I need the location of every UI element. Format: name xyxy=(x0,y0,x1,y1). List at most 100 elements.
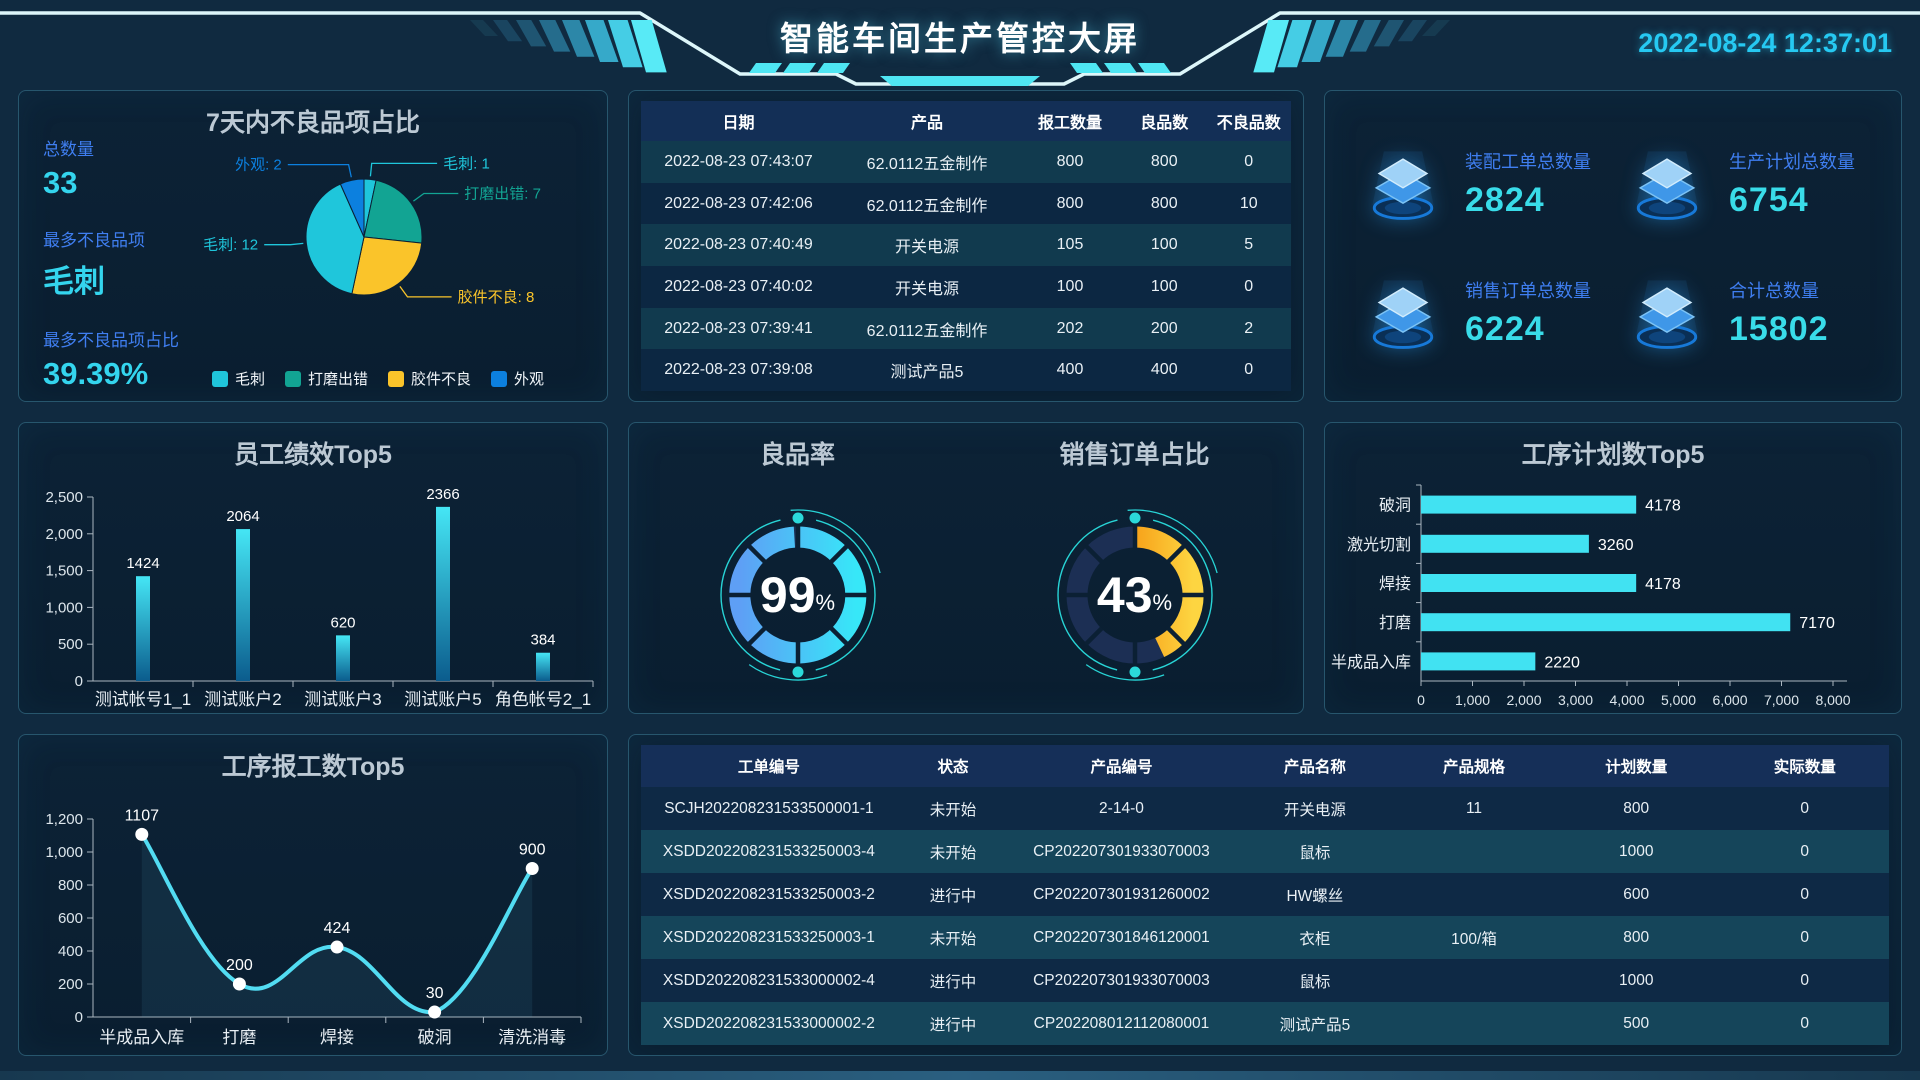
svg-text:清洗消毒: 清洗消毒 xyxy=(498,1028,566,1047)
table-cell: 202 xyxy=(1056,319,1084,337)
stat-label: 总数量 xyxy=(43,140,94,159)
table-cell: XSDD202208231533250003-4 xyxy=(662,842,875,860)
svg-text:外观: 2: 外观: 2 xyxy=(235,157,282,174)
svg-text:2,000: 2,000 xyxy=(1506,692,1541,708)
table-cell: 鼠标 xyxy=(1299,844,1331,862)
process-plan-chart: 0 1,000 2,000 3,000 4,000 5,000 6,000 7,000 8,00… xyxy=(1331,484,1851,708)
svg-text:打磨: 打磨 xyxy=(222,1028,256,1047)
gauge-value: 43% xyxy=(1096,567,1173,623)
svg-text:毛刺: 12: 毛刺: 12 xyxy=(203,237,258,254)
table-header-row: 工单编号 状态 产品编号 产品名称 产品规格 计划数量 实际数量 xyxy=(641,745,1889,787)
total-card: 生产计划总数量 6754 xyxy=(1621,119,1885,248)
layers-icon xyxy=(1636,150,1698,220)
panel-process-plan: 工序计划数Top5 0 1,000 2,000 3,000 4,000 5,000 6,00… xyxy=(1324,422,1902,714)
employee-perf-chart: 0 500 1,000 1,500 2,000 2,500 1424 测试帐号1_1 2064 测… xyxy=(45,486,594,709)
column-header: 状态 xyxy=(937,759,969,776)
column-header: 产品规格 xyxy=(1442,759,1505,776)
good-rate-gauge xyxy=(719,509,881,681)
table-cell: 0 xyxy=(1800,799,1810,817)
header: 智能车间生产管控大屏 2022-08-24 12:37:01 xyxy=(0,0,1920,88)
table-cell: 800 xyxy=(1150,152,1178,170)
svg-text:打磨: 打磨 xyxy=(1379,614,1411,632)
column-header: 产品名称 xyxy=(1283,759,1346,776)
svg-text:2220: 2220 xyxy=(1544,654,1580,671)
svg-text:7170: 7170 xyxy=(1799,615,1835,632)
footer-strip xyxy=(0,1071,1920,1080)
panel-defect-ratio: 7天内不良品项占比 总数量 33 最多不良品项 毛刺 最多不良品项占比 39.3… xyxy=(18,90,608,402)
process-report-chart: 0 200 400 600 800 1,000 1,200 1107 半成品入库 200 打磨 424… xyxy=(45,807,582,1047)
table-cell: 未开始 xyxy=(929,930,977,948)
svg-text:半成品入库: 半成品入库 xyxy=(1331,653,1411,671)
table-cell xyxy=(1396,873,1552,916)
table-cell: 未开始 xyxy=(929,844,977,862)
layers-icon xyxy=(1636,279,1698,349)
stat-top-defect-ratio: 最多不良品项占比 39.39% xyxy=(43,326,213,392)
header-decor xyxy=(0,11,1920,86)
table-cell: 100 xyxy=(1150,236,1178,254)
table-cell: XSDD202208231533000002-4 xyxy=(662,971,875,989)
svg-text:800: 800 xyxy=(58,877,83,894)
table-row: 2022-08-23 07:39:08 测试产品5 400 400 0 xyxy=(641,349,1291,392)
table-cell: 0 xyxy=(1800,1014,1810,1032)
table-cell: 100 xyxy=(1056,277,1084,295)
gauge-title: 销售订单占比 xyxy=(1059,441,1210,469)
table-cell xyxy=(1396,1002,1552,1045)
svg-text:400: 400 xyxy=(58,943,83,960)
svg-text:1424: 1424 xyxy=(126,555,159,572)
table-cell: 进行中 xyxy=(929,1016,977,1034)
table-cell: 开关电源 xyxy=(894,280,959,298)
svg-text:2064: 2064 xyxy=(226,508,259,525)
svg-text:30: 30 xyxy=(426,985,444,1002)
table-row: XSDD202208231533000002-4 进行中 CP20220730193… xyxy=(641,959,1889,1002)
defect-panel-title: 7天内不良品项占比 xyxy=(206,109,420,137)
table-cell: 鼠标 xyxy=(1299,973,1331,991)
table-cell: 进行中 xyxy=(929,973,977,991)
panel-work-orders: 工单编号 状态 产品编号 产品名称 产品规格 计划数量 实际数量 SCJH2022082315… xyxy=(628,734,1902,1056)
total-card: 装配工单总数量 2824 xyxy=(1357,119,1621,248)
table-cell: 2022-08-23 07:39:41 xyxy=(664,319,813,337)
page-title: 智能车间生产管控大屏 xyxy=(780,20,1140,57)
report-table: 日期 产品 报工数量 良品数 不良品数 2022-08-23 07:43:07 62.011… xyxy=(629,91,1303,401)
table-row: 2022-08-23 07:40:49 开关电源 105 100 5 xyxy=(641,224,1291,267)
table-cell: 100/箱 xyxy=(1451,930,1497,948)
svg-text:半成品入库: 半成品入库 xyxy=(99,1028,184,1047)
svg-text:打磨出错: 7: 打磨出错: 7 xyxy=(464,186,541,203)
table-cell: XSDD202208231533250003-1 xyxy=(662,928,875,946)
total-card: 合计总数量 15802 xyxy=(1621,248,1885,377)
panel-gauges: 良品率 99% 销售订单占比 43% xyxy=(628,422,1304,714)
svg-text:0: 0 xyxy=(75,673,83,690)
table-cell: 0 xyxy=(1800,928,1810,946)
table-cell: CP202207301846120001 xyxy=(1033,928,1210,946)
stat-total-count: 总数量 33 xyxy=(43,135,213,201)
table-row: 2022-08-23 07:42:06 62.0112五金制作 800 800 10 xyxy=(641,182,1291,225)
svg-text:角色帐号2_1: 角色帐号2_1 xyxy=(495,690,591,709)
svg-text:测试账户2: 测试账户2 xyxy=(204,690,281,709)
table-cell: 800 xyxy=(1056,152,1084,170)
column-header: 计划数量 xyxy=(1605,759,1668,776)
legend-label: 毛刺 xyxy=(234,371,265,388)
table-cell: 400 xyxy=(1150,361,1178,379)
table-cell: XSDD202208231533000002-2 xyxy=(662,1014,875,1032)
table-cell: 105 xyxy=(1056,236,1084,254)
svg-text:4,000: 4,000 xyxy=(1609,692,1644,708)
table-cell: 2 xyxy=(1244,319,1254,337)
column-header: 产品 xyxy=(910,115,943,132)
table-cell: 400 xyxy=(1056,361,1084,379)
legend-swatch-icon xyxy=(388,370,404,387)
column-header: 良品数 xyxy=(1140,115,1189,132)
datetime-display: 2022-08-24 12:37:01 xyxy=(1638,28,1892,58)
table-cell: 2022-08-23 07:40:02 xyxy=(664,277,813,295)
svg-text:毛刺: 1: 毛刺: 1 xyxy=(443,155,490,172)
table-cell: 5 xyxy=(1244,236,1254,254)
process-plan-title: 工序计划数Top5 xyxy=(1521,441,1705,469)
table-cell: 开关电源 xyxy=(1283,801,1346,819)
legend-label: 打磨出错 xyxy=(307,371,368,388)
svg-text:破洞: 破洞 xyxy=(1379,497,1411,515)
table-cell: 500 xyxy=(1623,1014,1650,1032)
table-cell: 0 xyxy=(1244,277,1254,295)
svg-text:1,200: 1,200 xyxy=(45,811,83,828)
total-card: 销售订单总数量 6224 xyxy=(1357,248,1621,377)
svg-text:600: 600 xyxy=(58,910,83,927)
table-cell: XSDD202208231533250003-2 xyxy=(662,885,875,903)
table-cell: 测试产品5 xyxy=(890,364,964,382)
